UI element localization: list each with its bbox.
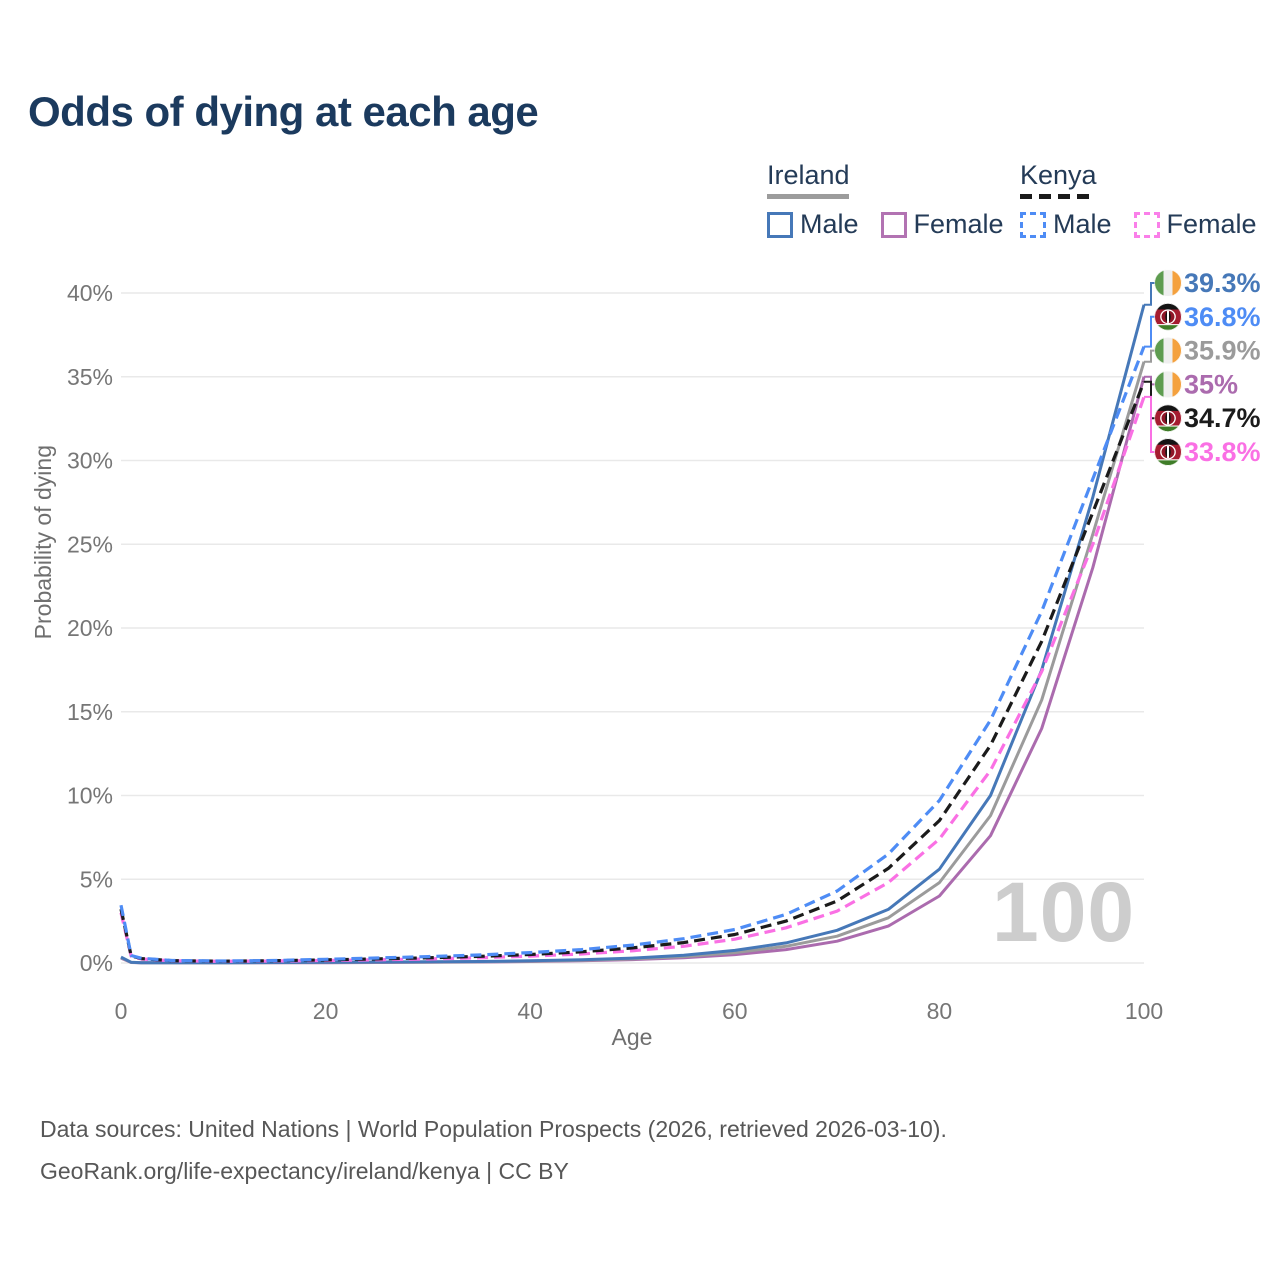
y-tick-label: 30%	[67, 448, 113, 474]
ireland-flag-icon	[1154, 337, 1182, 365]
kenya-male-swatch-icon	[1020, 211, 1046, 238]
legend-header-ireland: Ireland	[767, 160, 850, 190]
y-tick-label: 25%	[67, 531, 113, 557]
legend-item-kenya-female[interactable]: Female	[1133, 209, 1257, 240]
y-tick-label: 15%	[67, 699, 113, 725]
y-tick-label: 0%	[80, 950, 113, 976]
series-line-ireland-male[interactable]	[120, 304, 1146, 965]
kenya-flag-icon	[1154, 303, 1182, 331]
legend-item-ireland-female[interactable]: Female	[880, 209, 1004, 240]
leader-line-ireland-male	[1144, 282, 1155, 306]
legend-item-label: Male	[1053, 209, 1112, 239]
end-label-ireland-male: 39.3%	[1184, 268, 1261, 298]
leader-line-kenya-both	[1144, 380, 1155, 420]
page-title: Odds of dying at each age	[28, 88, 539, 135]
series-line-kenya-female[interactable]	[119, 396, 1146, 963]
ireland-female-swatch-icon	[880, 211, 907, 238]
legend-item-kenya-male[interactable]: Male	[1020, 209, 1112, 240]
end-label-kenya-both: 34.7%	[1184, 403, 1261, 433]
kenya-flag-icon	[1154, 438, 1182, 466]
ireland-flag-icon	[1154, 269, 1182, 297]
footer-data-sources: Data sources: United Nations | World Pop…	[40, 1116, 947, 1142]
kenya-flag-icon	[1154, 404, 1182, 432]
end-label-kenya-female: 33.8%	[1184, 437, 1261, 467]
x-tick-label: 60	[722, 998, 748, 1024]
footer: Data sources: United Nations | World Pop…	[40, 1108, 947, 1192]
x-tick-label: 40	[517, 998, 543, 1024]
series-line-kenya-both[interactable]	[119, 381, 1146, 963]
legend-underline-ireland-solid	[767, 194, 849, 199]
leader-line-ireland-both	[1144, 349, 1155, 363]
legend-item-label: Female	[1166, 209, 1257, 239]
y-tick-label: 10%	[67, 783, 113, 809]
y-tick-label: 40%	[67, 280, 113, 306]
legend-group-ireland: Ireland Male Female	[767, 160, 1004, 240]
legend-item-label: Male	[800, 209, 859, 239]
ireland-male-swatch-icon	[767, 211, 793, 238]
ireland-flag-icon	[1154, 370, 1182, 398]
x-tick-label: 80	[927, 998, 953, 1024]
legend-underline-kenya-dashed	[1020, 194, 1092, 199]
x-axis-title: Age	[611, 1024, 653, 1050]
footer-attribution: GeoRank.org/life-expectancy/ireland/keny…	[40, 1158, 569, 1184]
y-tick-label: 20%	[67, 615, 113, 641]
age-watermark: 100	[992, 865, 1136, 959]
end-label-ireland-both: 35.9%	[1184, 336, 1261, 366]
leader-line-kenya-male	[1144, 315, 1155, 348]
x-tick-label: 100	[1125, 998, 1163, 1024]
legend-item-ireland-male[interactable]: Male	[767, 209, 859, 240]
leader-line-ireland-female	[1144, 375, 1155, 386]
series-line-kenya-male[interactable]	[119, 346, 1146, 963]
legend-group-kenya: Kenya Male Female	[1020, 160, 1257, 240]
legend-item-label: Female	[913, 209, 1004, 239]
kenya-female-swatch-icon	[1133, 211, 1160, 238]
chart-canvas: 0% 5% 10% 15% 20% 25% 30% 35% 40% 0 20 40 60 80 100 39.…	[67, 268, 1261, 1024]
end-label-ireland-female: 35%	[1184, 369, 1238, 399]
y-tick-label: 35%	[67, 364, 113, 390]
leader-line-kenya-female	[1144, 395, 1155, 453]
series-line-ireland-female[interactable]	[120, 376, 1146, 965]
x-tick-label: 0	[115, 998, 128, 1024]
x-tick-label: 20	[313, 998, 339, 1024]
end-label-kenya-male: 36.8%	[1184, 302, 1261, 332]
legend-header-kenya: Kenya	[1020, 160, 1097, 190]
series-line-ireland-both[interactable]	[120, 361, 1146, 965]
y-tick-label: 5%	[80, 866, 113, 892]
